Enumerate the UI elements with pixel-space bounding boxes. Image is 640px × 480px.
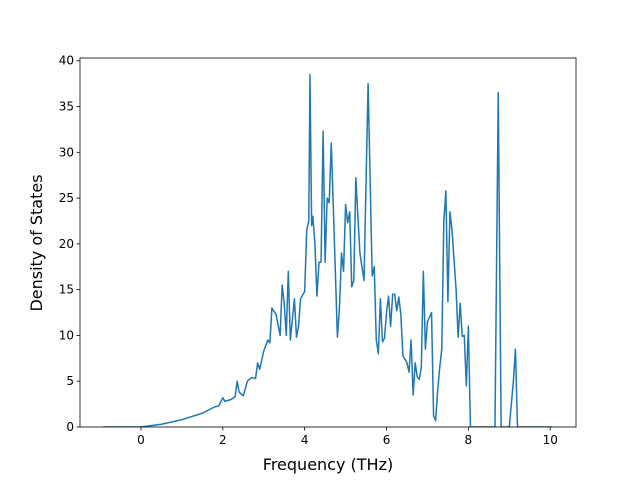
data-line (102, 73, 553, 427)
y-tick-label: 35 (59, 100, 74, 114)
x-tick-label: 8 (465, 433, 473, 447)
y-tick-label: 30 (59, 145, 74, 159)
plot-frame (79, 57, 577, 428)
x-tick-label: 0 (137, 433, 145, 447)
x-tick-label: 2 (219, 433, 227, 447)
y-axis-label: Density of States (27, 174, 46, 311)
y-tick-label: 20 (59, 237, 74, 251)
x-tick-label: 10 (543, 433, 558, 447)
y-tick-label: 15 (59, 283, 74, 297)
y-tick-label: 5 (66, 374, 74, 388)
x-axis-label: Frequency (THz) (263, 455, 393, 474)
y-tick-label: 25 (59, 191, 74, 205)
y-tick-label: 0 (66, 420, 74, 434)
y-tick-label: 40 (59, 54, 74, 68)
y-tick-label: 10 (59, 328, 74, 342)
x-tick-label: 4 (301, 433, 309, 447)
x-tick-label: 6 (383, 433, 391, 447)
